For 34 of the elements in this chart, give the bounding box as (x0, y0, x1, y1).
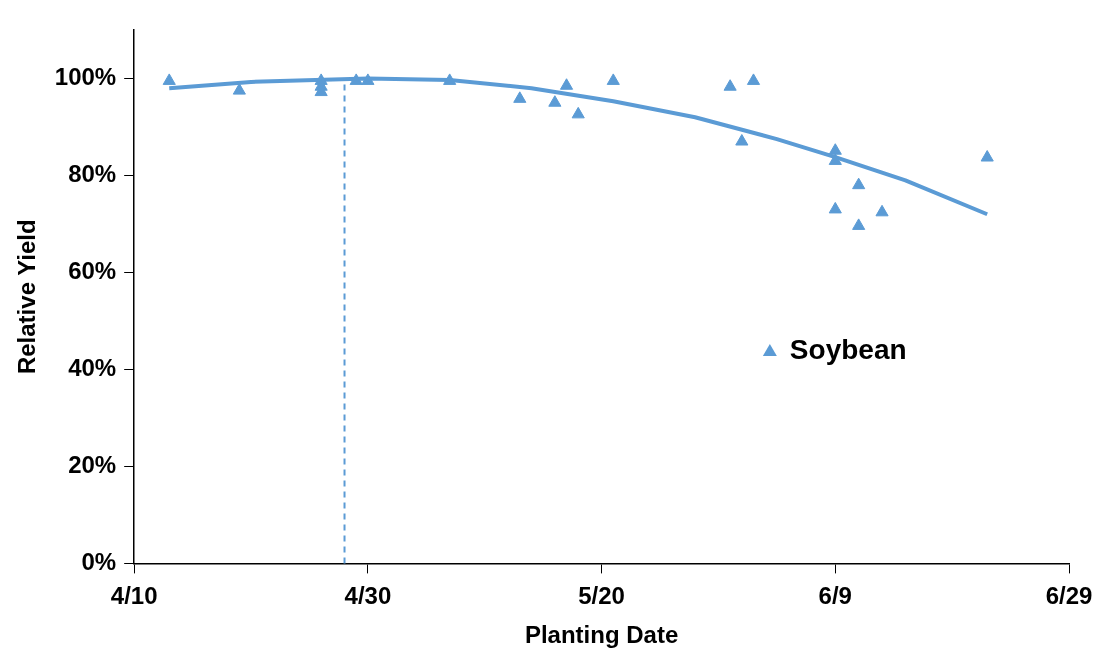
legend-label: Soybean (789, 333, 907, 365)
y-tick-label: 100% (54, 63, 117, 91)
x-axis-title: Planting Date (524, 621, 679, 649)
point (828, 143, 842, 155)
point (232, 83, 246, 95)
point (828, 201, 842, 214)
point (875, 204, 889, 217)
point (746, 73, 761, 85)
point (361, 73, 375, 85)
point (162, 73, 176, 85)
point (571, 106, 585, 119)
y-tick-label: 60% (68, 257, 117, 285)
point (852, 177, 866, 190)
point (513, 91, 527, 103)
x-tick-label: 4/30 (344, 582, 392, 610)
x-tick-label: 6/9 (818, 582, 852, 610)
y-tick-label: 40% (68, 354, 117, 382)
x-tick-label: 4/10 (110, 582, 158, 610)
y-tick-label: 20% (68, 451, 117, 479)
point (443, 73, 457, 85)
point (548, 95, 562, 107)
y-tick-label: 80% (68, 160, 117, 188)
point (735, 134, 749, 146)
x-tick-label: 6/29 (1045, 582, 1093, 610)
y-tick-label: 0% (81, 548, 117, 576)
y-axis-title: Relative Yield (13, 219, 41, 375)
point (559, 78, 574, 90)
point (852, 218, 866, 230)
point (723, 79, 737, 91)
point (349, 73, 363, 85)
point (606, 73, 620, 85)
point (980, 150, 994, 162)
point (828, 153, 842, 165)
x-tick-label: 5/20 (578, 582, 625, 610)
